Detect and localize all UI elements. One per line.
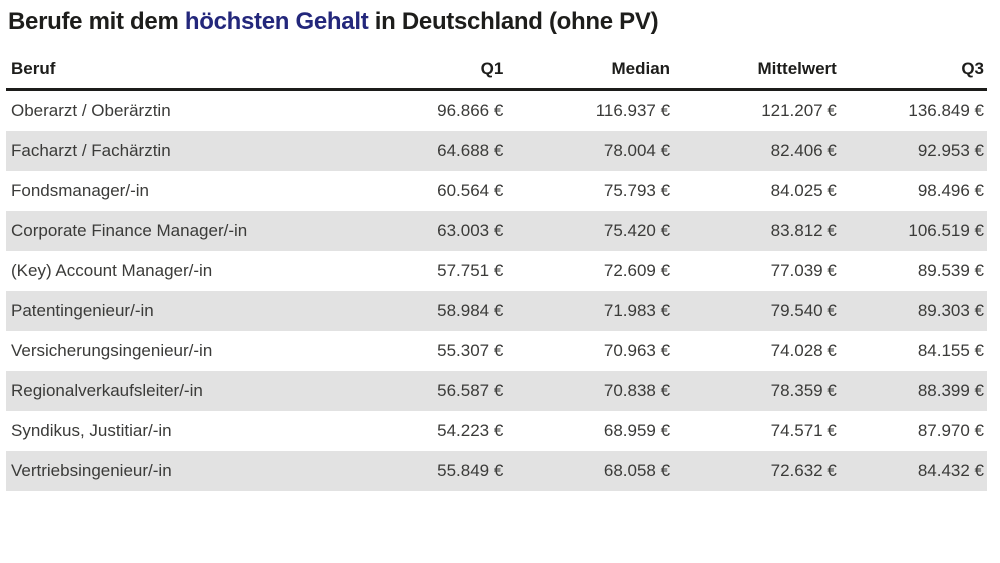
value-cell: 70.963 € [603,341,671,360]
value-cell: 116.937 € [595,101,671,120]
beruf-cell: Vertriebsingenieur/-in [11,461,172,480]
title-suffix: in Deutschland (ohne PV) [368,8,659,35]
value-cell: 71.983 € [603,301,671,320]
value-cell: 89.303 € [917,301,984,320]
column-header-median: Median [506,55,674,91]
value-cell: 121.207 € [761,101,837,120]
value-cell: 70.838 € [603,381,671,400]
table-row: Syndikus, Justitiar/-in 54.223 € 68.959 € 7… [6,411,987,451]
table-row: Fondsmanager/-in 60.564 € 75.793 € 84.025 €… [6,171,987,211]
column-header-mittelwert: Mittelwert [673,55,840,91]
value-cell: 72.609 € [603,261,671,280]
column-header-beruf: Beruf [6,55,360,91]
table-row: Corporate Finance Manager/-in 63.003 € 75.… [6,211,987,251]
value-cell: 75.420 € [603,221,671,240]
table-row: Facharzt / Fachärztin 64.688 € 78.004 € 82.… [6,131,987,171]
value-cell: 55.307 € [437,341,504,360]
table-body: Oberarzt / Oberärztin 96.866 € 116.937 € 12… [6,90,987,491]
table-row: Regionalverkaufsleiter/-in 56.587 € 70.838… [6,371,987,411]
value-cell: 84.025 € [770,181,837,200]
value-cell: 54.223 € [437,421,504,440]
value-cell: 82.406 € [770,141,837,160]
table-header: Beruf Q1 Median Mittelwert Q3 [6,55,987,91]
title-highlight: höchsten Gehalt [184,8,369,35]
beruf-cell: Patentingenieur/-in [11,301,154,320]
value-cell: 64.688 € [437,141,504,160]
salary-table: Beruf Q1 Median Mittelwert Q3 Oberarzt /… [6,55,987,491]
value-cell: 83.812 € [770,221,837,240]
value-cell: 78.359 € [770,381,837,400]
value-cell: 60.564 € [437,181,504,200]
value-cell: 106.519 € [908,221,984,240]
title-prefix: Berufe mit dem [8,8,185,35]
value-cell: 57.751 € [437,261,504,280]
value-cell: 87.970 € [917,421,984,440]
beruf-cell: Syndikus, Justitiar/-in [11,421,172,440]
table-row: Patentingenieur/-in 58.984 € 71.983 € 79.54… [6,291,987,331]
value-cell: 78.004 € [603,141,671,160]
beruf-cell: Regionalverkaufsleiter/-in [11,381,203,400]
beruf-cell: Facharzt / Fachärztin [11,141,171,160]
column-header-q1: Q1 [359,55,507,91]
value-cell: 72.632 € [770,461,837,480]
column-header-q3: Q3 [839,55,987,91]
value-cell: 75.793 € [603,181,671,200]
value-cell: 68.058 € [603,461,671,480]
table-row: Versicherungsingenieur/-in 55.307 € 70.963… [6,331,987,371]
beruf-cell: Versicherungsingenieur/-in [11,341,213,360]
value-cell: 84.432 € [917,461,984,480]
value-cell: 56.587 € [437,381,504,400]
value-cell: 68.959 € [603,421,671,440]
page-title: Berufe mit dem höchsten Gehalt in Deutsc… [8,8,987,36]
value-cell: 84.155 € [917,341,984,360]
value-cell: 88.399 € [917,381,984,400]
beruf-cell: (Key) Account Manager/-in [11,261,213,280]
value-cell: 79.540 € [770,301,837,320]
value-cell: 74.571 € [770,421,837,440]
value-cell: 77.039 € [770,261,837,280]
table-header-row: Beruf Q1 Median Mittelwert Q3 [6,55,987,91]
value-cell: 58.984 € [437,301,504,320]
table-row: Vertriebsingenieur/-in 55.849 € 68.058 € 72… [6,451,987,491]
value-cell: 89.539 € [917,261,984,280]
value-cell: 98.496 € [917,181,984,200]
table-row: (Key) Account Manager/-in 57.751 € 72.609 … [6,251,987,291]
beruf-cell: Fondsmanager/-in [11,181,149,200]
value-cell: 96.866 € [437,101,504,120]
value-cell: 136.849 € [908,101,984,120]
value-cell: 92.953 € [917,141,984,160]
beruf-cell: Oberarzt / Oberärztin [11,101,171,120]
table-row: Oberarzt / Oberärztin 96.866 € 116.937 € 12… [6,90,987,132]
value-cell: 55.849 € [437,461,504,480]
value-cell: 74.028 € [770,341,837,360]
value-cell: 63.003 € [437,221,504,240]
beruf-cell: Corporate Finance Manager/-in [11,221,248,240]
